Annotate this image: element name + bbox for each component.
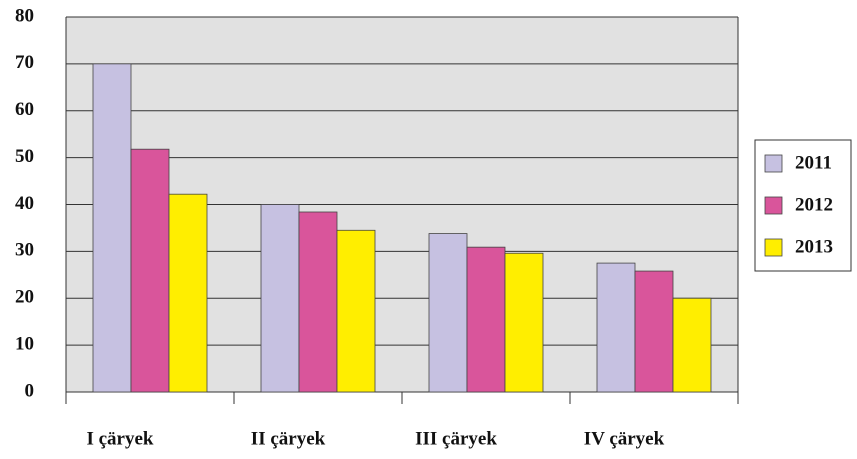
bar	[504, 252, 544, 393]
bar	[634, 270, 674, 393]
legend-swatch	[764, 154, 783, 173]
bar	[596, 262, 636, 393]
y-tick-label: 20	[15, 287, 34, 308]
legend-swatch	[764, 196, 783, 215]
legend-label: 2011	[795, 152, 832, 173]
bar	[168, 193, 208, 393]
legend-swatch	[764, 238, 783, 257]
y-tick-label: 50	[15, 146, 34, 167]
bar	[260, 204, 300, 393]
y-tick-label: 80	[15, 5, 34, 26]
bar	[466, 246, 506, 393]
x-tick-label: IV çäryek	[584, 428, 665, 449]
y-tick-label: 30	[15, 240, 34, 261]
legend-label: 2012	[795, 194, 833, 215]
bar	[672, 297, 712, 393]
bar	[428, 233, 468, 393]
x-tick-label: I çäryek	[86, 428, 153, 449]
y-tick-label: 70	[15, 52, 34, 73]
y-tick-label: 60	[15, 99, 34, 120]
bar	[92, 63, 132, 393]
bar	[298, 211, 338, 393]
bar	[130, 148, 170, 393]
x-tick-label: II çäryek	[251, 428, 326, 449]
y-tick-label: 0	[25, 380, 35, 401]
bar	[336, 229, 376, 393]
x-tick-label: III çäryek	[415, 428, 497, 449]
legend-label: 2013	[795, 236, 833, 257]
y-tick-label: 10	[15, 333, 34, 354]
y-tick-label: 40	[15, 193, 34, 214]
